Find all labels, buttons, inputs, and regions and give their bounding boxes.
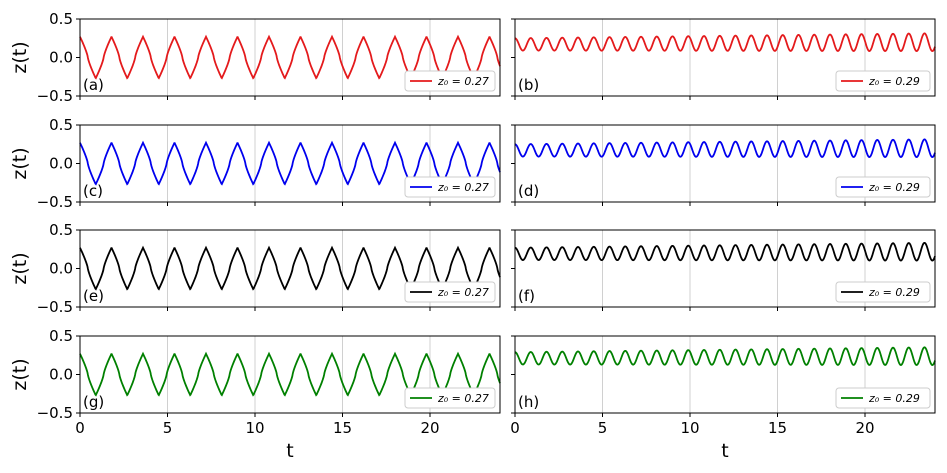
x-tick-label: 5 — [598, 419, 608, 437]
legend: z₀ = 0.29 — [835, 176, 931, 198]
legend-box — [835, 70, 931, 92]
legend: z₀ = 0.27 — [404, 176, 496, 198]
panel-label: (g) — [83, 393, 104, 411]
legend-label: z₀ = 0.27 — [437, 392, 489, 405]
legend-label: z₀ = 0.29 — [868, 392, 920, 405]
x-tick-label: 5 — [163, 419, 173, 437]
legend-box — [404, 281, 496, 303]
series-line — [79, 245, 501, 291]
y-axis-label: z(t) — [9, 252, 31, 284]
legend: z₀ = 0.29 — [835, 70, 931, 92]
legend-box — [404, 176, 496, 198]
series-line — [79, 34, 501, 80]
x-tick-label: 0 — [510, 419, 520, 437]
y-tick-label: 0.5 — [49, 221, 73, 239]
legend-label: z₀ = 0.29 — [868, 286, 920, 299]
legend-box — [835, 281, 931, 303]
panel-label: (h) — [518, 393, 539, 411]
y-tick-label: −0.5 — [37, 298, 73, 316]
legend: z₀ = 0.27 — [404, 281, 496, 303]
y-tick-label: −0.5 — [37, 87, 73, 105]
y-tick-label: 0.0 — [49, 366, 73, 384]
legend-label: z₀ = 0.29 — [868, 181, 920, 194]
x-tick-label: 15 — [768, 419, 787, 437]
x-tick-label: 10 — [680, 419, 699, 437]
legend-box — [835, 387, 931, 409]
y-axis-label: z(t) — [9, 41, 31, 73]
y-tick-label: 0.0 — [49, 260, 73, 278]
y-tick-label: −0.5 — [37, 193, 73, 211]
legend-label: z₀ = 0.27 — [437, 286, 489, 299]
legend-label: z₀ = 0.29 — [868, 75, 920, 88]
series-line — [514, 346, 936, 366]
panel-f: (f) z₀ = 0.29 — [511, 229, 936, 311]
x-tick-label: 10 — [245, 419, 264, 437]
x-tick-label: 20 — [420, 419, 439, 437]
x-tick-label: 0 — [75, 419, 85, 437]
series-line — [514, 241, 936, 262]
panel-d: (d) z₀ = 0.29 — [511, 124, 936, 206]
panel-label: (b) — [518, 76, 539, 94]
y-tick-label: 0.5 — [49, 327, 73, 345]
y-tick-label: 0.0 — [49, 49, 73, 67]
legend: z₀ = 0.27 — [404, 70, 496, 92]
panel-c: 0.5 0.0 −0.5 z(t) (c) z₀ = 0.27 — [9, 116, 501, 211]
panel-e: 0.5 0.0 −0.5 z(t) (e) z₀ = 0.27 — [9, 221, 501, 316]
series-line — [79, 140, 501, 186]
panel-label: (c) — [83, 182, 103, 200]
legend: z₀ = 0.27 — [404, 387, 496, 409]
panel-h: 0 5 10 15 20 t (h) z₀ = 0.29 — [510, 335, 936, 462]
legend-label: z₀ = 0.27 — [437, 181, 489, 194]
y-tick-label: 0.0 — [49, 155, 73, 173]
panel-label: (a) — [83, 76, 104, 94]
y-tick-label: −0.5 — [37, 404, 73, 422]
x-axis-label: t — [721, 440, 728, 462]
y-tick-label: 0.5 — [49, 10, 73, 28]
x-tick-label: 15 — [333, 419, 352, 437]
series-line — [79, 351, 501, 397]
panel-label: (d) — [518, 182, 539, 200]
legend-label: z₀ = 0.27 — [437, 75, 489, 88]
legend-box — [404, 387, 496, 409]
legend: z₀ = 0.29 — [835, 281, 931, 303]
panel-a: 0.5 0.0 −0.5 z(t) (a) z₀ = 0.27 — [9, 10, 501, 105]
series-line — [514, 138, 936, 159]
x-axis-label: t — [286, 440, 293, 462]
panel-g: 0.5 0.0 −0.50 5 10 15 20 z(t) t (g) z₀ = 0.27 — [9, 327, 501, 462]
y-tick-label: 0.5 — [49, 116, 73, 134]
y-axis-label: z(t) — [9, 147, 31, 179]
legend-box — [835, 176, 931, 198]
panel-label: (e) — [83, 287, 104, 305]
y-axis-label: z(t) — [9, 358, 31, 390]
legend-box — [404, 70, 496, 92]
panel-b: (b) z₀ = 0.29 — [511, 18, 936, 100]
panel-label: (f) — [518, 287, 535, 305]
x-tick-label: 20 — [855, 419, 874, 437]
series-line — [514, 32, 936, 53]
legend: z₀ = 0.29 — [835, 387, 931, 409]
